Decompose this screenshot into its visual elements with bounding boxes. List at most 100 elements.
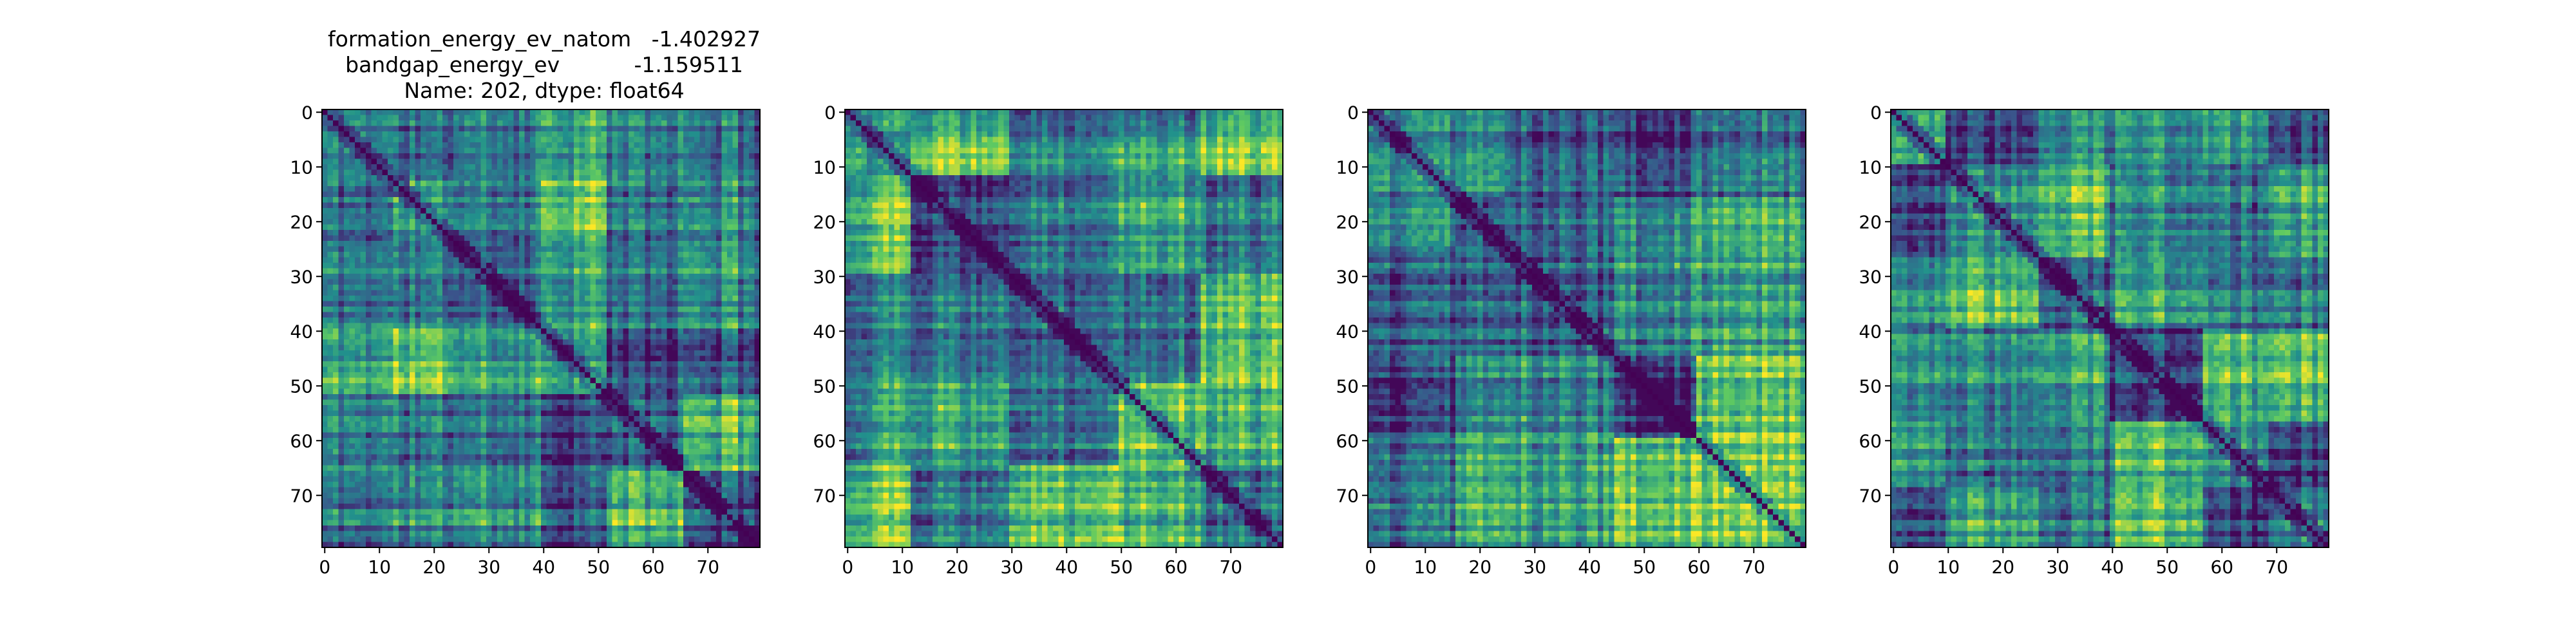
heatmap-cell bbox=[716, 115, 722, 121]
heatmap-cell bbox=[344, 334, 350, 340]
heatmap-cell bbox=[541, 317, 547, 323]
heatmap-cell bbox=[383, 219, 388, 225]
heatmap-cell bbox=[601, 274, 607, 279]
heatmap-cell bbox=[656, 422, 662, 428]
heatmap-cell bbox=[333, 367, 339, 373]
heatmap-cell bbox=[388, 296, 393, 301]
heatmap-cell bbox=[410, 323, 415, 329]
heatmap-cell bbox=[612, 383, 618, 389]
heatmap-cell bbox=[453, 444, 459, 450]
heatmap-cell bbox=[459, 126, 465, 132]
heatmap-cell bbox=[431, 345, 437, 351]
heatmap-cell bbox=[612, 230, 618, 236]
heatmap-cell bbox=[678, 433, 684, 439]
heatmap-cell bbox=[530, 164, 536, 170]
heatmap-cell bbox=[672, 186, 678, 192]
heatmap-cell bbox=[667, 126, 673, 132]
heatmap-cell bbox=[547, 317, 553, 323]
heatmap-cell bbox=[749, 339, 755, 345]
heatmap-cell bbox=[689, 153, 695, 159]
heatmap-cell bbox=[580, 422, 585, 428]
heatmap-cell bbox=[492, 444, 498, 450]
heatmap-cell bbox=[612, 307, 618, 312]
heatmap-cell bbox=[421, 323, 426, 329]
heatmap-cell bbox=[650, 241, 656, 247]
heatmap-cell bbox=[530, 334, 536, 340]
heatmap-cell bbox=[678, 153, 684, 159]
heatmap-cell bbox=[492, 197, 498, 203]
heatmap-cell bbox=[596, 120, 601, 126]
heatmap-cell bbox=[689, 372, 695, 378]
heatmap-cell bbox=[459, 427, 465, 433]
heatmap-cell bbox=[667, 153, 673, 159]
heatmap-cell bbox=[426, 334, 432, 340]
heatmap-cell bbox=[388, 433, 393, 439]
heatmap-cell bbox=[475, 405, 481, 411]
heatmap-cell bbox=[333, 164, 339, 170]
heatmap-cell bbox=[711, 328, 717, 334]
heatmap-cell bbox=[508, 115, 514, 121]
heatmap-cell bbox=[716, 241, 722, 247]
heatmap-cell bbox=[596, 181, 601, 187]
heatmap-cell bbox=[481, 274, 487, 279]
heatmap-cell bbox=[448, 219, 454, 225]
heatmap-cell bbox=[683, 203, 689, 209]
heatmap-cell bbox=[481, 372, 487, 378]
heatmap-cell bbox=[744, 126, 750, 132]
heatmap-cell bbox=[514, 159, 520, 165]
heatmap-cell bbox=[574, 285, 580, 290]
heatmap-cell bbox=[678, 361, 684, 367]
heatmap-cell bbox=[464, 334, 470, 340]
heatmap-cell bbox=[464, 339, 470, 345]
heatmap-cell bbox=[678, 109, 684, 115]
heatmap-cell bbox=[448, 356, 454, 362]
heatmap-cell bbox=[634, 301, 640, 307]
heatmap-cell bbox=[470, 131, 476, 137]
heatmap-cell bbox=[388, 120, 393, 126]
heatmap-cell bbox=[519, 323, 525, 329]
heatmap-cell bbox=[470, 241, 476, 247]
heatmap-cell bbox=[722, 427, 728, 433]
heatmap-cell bbox=[672, 159, 678, 165]
heatmap-cell bbox=[431, 290, 437, 296]
heatmap-cell bbox=[530, 438, 536, 444]
heatmap-cell bbox=[661, 345, 667, 351]
heatmap-cell bbox=[744, 378, 750, 384]
heatmap-cell bbox=[503, 394, 509, 400]
heatmap-cell bbox=[716, 279, 722, 285]
heatmap-cell bbox=[508, 175, 514, 181]
heatmap-cell bbox=[333, 285, 339, 290]
heatmap-cell bbox=[722, 444, 728, 450]
heatmap-cell bbox=[563, 279, 569, 285]
heatmap-cell bbox=[366, 159, 372, 165]
heatmap-cell bbox=[464, 350, 470, 356]
heatmap-cell bbox=[333, 219, 339, 225]
heatmap-cell bbox=[442, 203, 448, 209]
heatmap-cell bbox=[486, 192, 492, 198]
heatmap-cell bbox=[694, 192, 700, 198]
heatmap-cell bbox=[410, 153, 415, 159]
heatmap-cell bbox=[453, 225, 459, 231]
heatmap-cell bbox=[738, 389, 744, 395]
heatmap-cell bbox=[541, 274, 547, 279]
heatmap-cell bbox=[552, 394, 558, 400]
heatmap-cell bbox=[492, 405, 498, 411]
heatmap-cell bbox=[442, 372, 448, 378]
heatmap-cell bbox=[749, 192, 755, 198]
heatmap-cell bbox=[661, 444, 667, 450]
heatmap-cell bbox=[580, 269, 585, 274]
heatmap-cell bbox=[497, 137, 503, 143]
heatmap-cell bbox=[623, 170, 629, 176]
heatmap-cell bbox=[322, 345, 328, 351]
heatmap-cell bbox=[350, 203, 355, 209]
heatmap-cell bbox=[585, 323, 591, 329]
heatmap-cell bbox=[448, 252, 454, 258]
heatmap-cell bbox=[333, 361, 339, 367]
heatmap-cell bbox=[503, 252, 509, 258]
heatmap-cell bbox=[530, 115, 536, 121]
heatmap-cell bbox=[569, 301, 574, 307]
heatmap-cell bbox=[547, 312, 553, 318]
heatmap-cell bbox=[661, 356, 667, 362]
heatmap-cell bbox=[459, 350, 465, 356]
heatmap-cell bbox=[372, 438, 377, 444]
